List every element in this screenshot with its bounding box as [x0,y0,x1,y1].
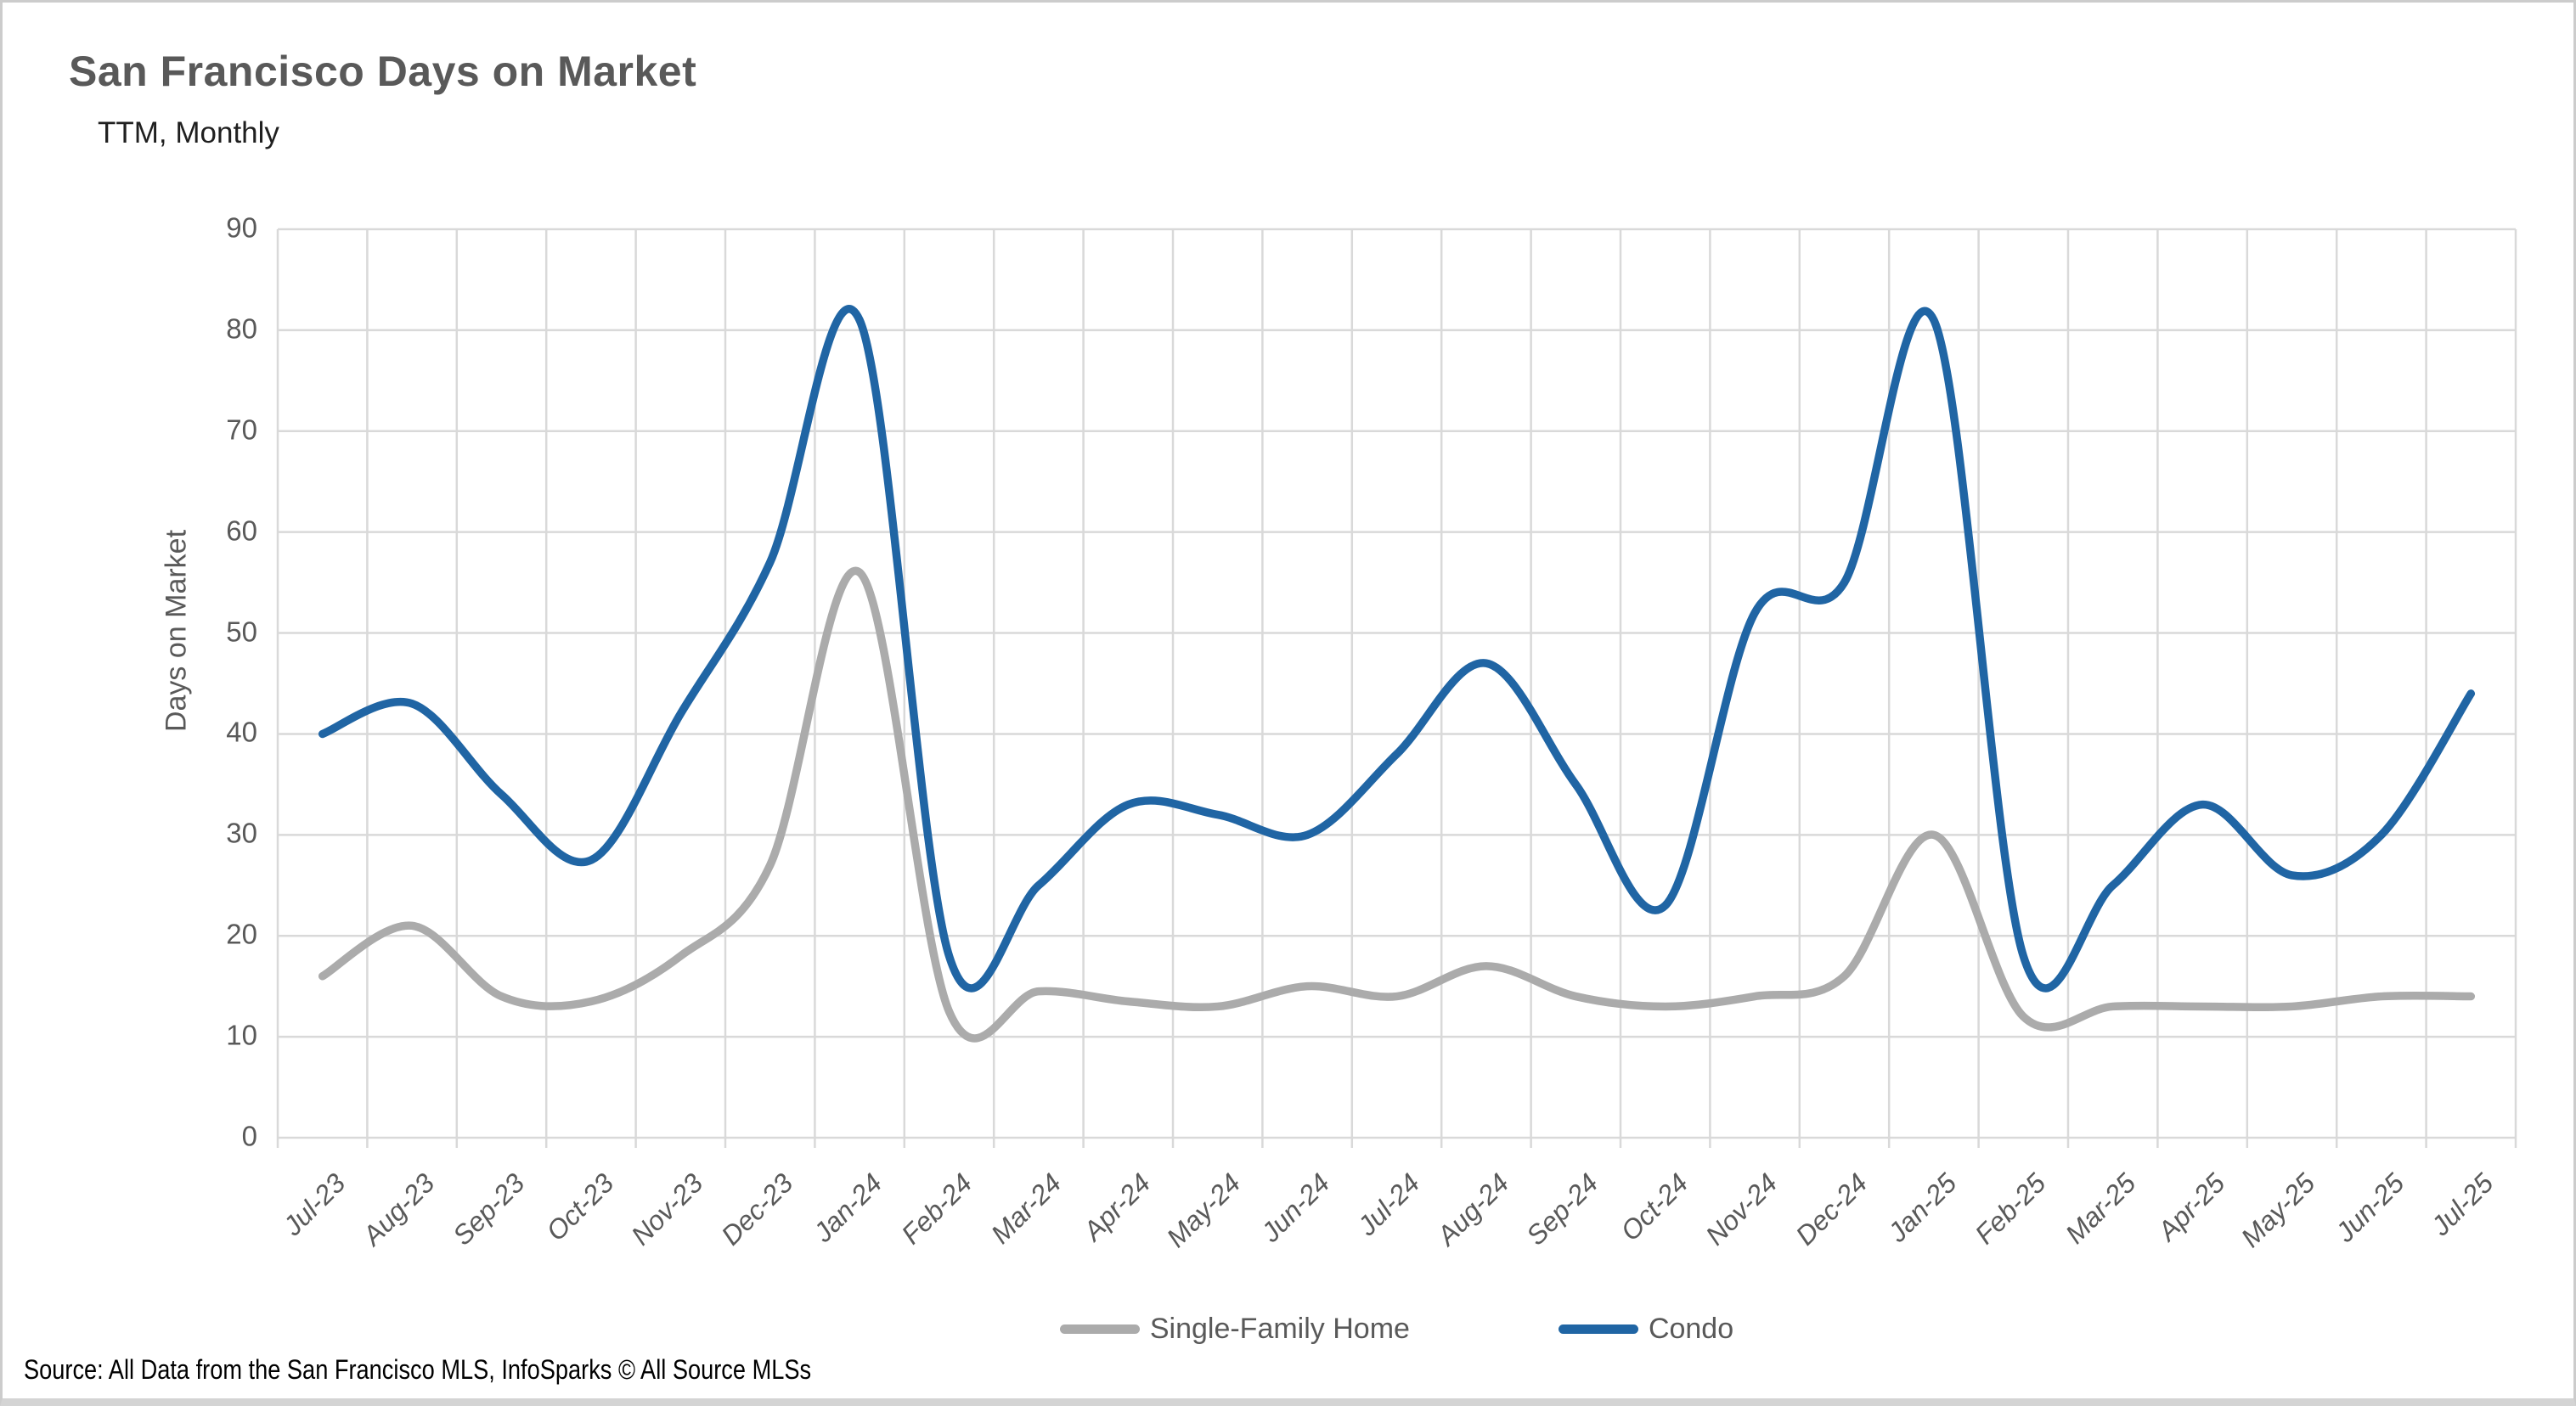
page-title: San Francisco Days on Market [69,48,697,95]
legend-item-single-family-home: Single-Family Home [1059,1313,1410,1346]
y-tick-label: 0 [241,1120,257,1152]
condo-line-swatch-icon [1558,1324,1638,1334]
y-tick-label: 80 [226,312,257,345]
plot-area [276,228,2517,1148]
legend-label: Single-Family Home [1149,1313,1410,1345]
y-tick-label: 30 [226,817,257,849]
legend-item-condo: Condo [1558,1313,1734,1346]
single-family-line-swatch-icon [1059,1324,1140,1334]
legend-label: Condo [1648,1313,1734,1345]
y-tick-label: 10 [226,1019,257,1051]
y-tick-label: 40 [226,716,257,748]
condo-line [318,305,2476,993]
y-tick-label: 70 [226,413,257,446]
y-tick-label: 20 [226,918,257,950]
single-family-home-line [318,566,2476,1043]
source-note: Source: All Data from the San Francisco … [24,1354,812,1385]
page-subtitle: TTM, Monthly [98,116,279,149]
y-tick-label: 60 [226,515,257,547]
legend: Single-Family Home Condo [278,1313,2516,1346]
y-tick-label: 50 [226,616,257,648]
y-tick-label: 90 [226,211,257,244]
